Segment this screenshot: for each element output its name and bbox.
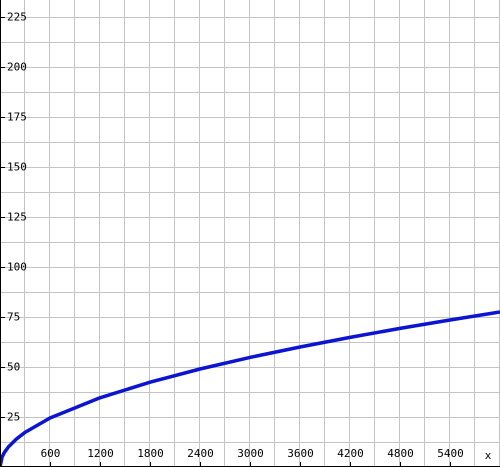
x-tick-label: 1200 [87, 447, 114, 460]
x-tick-label: 1800 [137, 447, 164, 460]
y-tick-label: 50 [7, 361, 20, 374]
y-tick-label: 75 [7, 311, 20, 324]
x-tick-label: 3600 [287, 447, 314, 460]
y-tick-label: 125 [7, 211, 27, 224]
y-tick-label: 225 [7, 11, 27, 24]
x-tick-label: 600 [41, 447, 61, 460]
y-tick-label: 100 [7, 261, 27, 274]
y-tick-label: 150 [7, 161, 27, 174]
x-tick-label: 3000 [237, 447, 264, 460]
x-tick-label: 5400 [437, 447, 464, 460]
x-axis-label: x [485, 449, 492, 462]
y-tick-label: 175 [7, 111, 27, 124]
y-tick-label: 200 [7, 61, 27, 74]
y-tick-label: 25 [7, 411, 20, 424]
x-tick-label: 4200 [337, 447, 364, 460]
line [0, 310, 500, 467]
x-tick-label: 4800 [387, 447, 414, 460]
data [0, 310, 500, 467]
x-tick-label: 2400 [187, 447, 214, 460]
